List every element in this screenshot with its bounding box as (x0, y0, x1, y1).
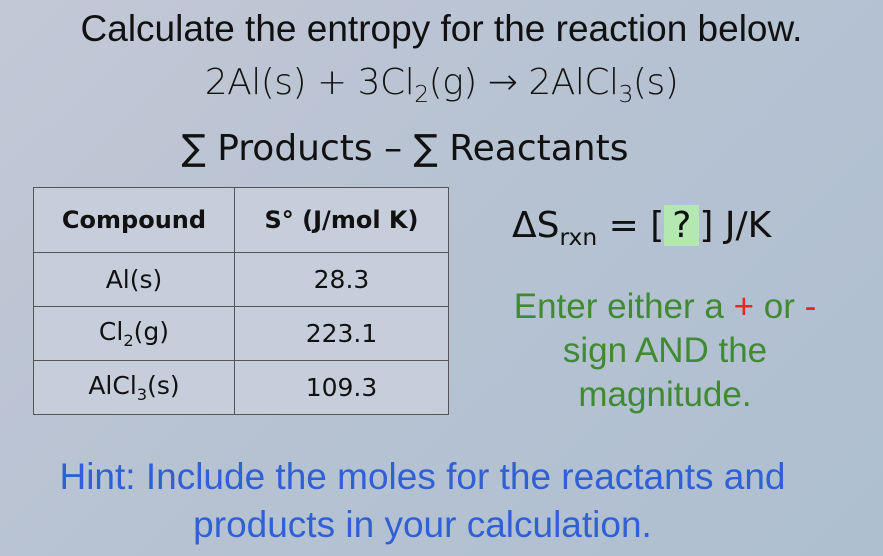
entropy-value: 223.1 (234, 306, 449, 361)
formula: ∑ Products – ∑ Reactants (181, 128, 629, 169)
minus-sign: - (804, 287, 817, 326)
question-title: Calculate the entropy for the reaction b… (80, 8, 803, 49)
arrow: → (476, 62, 529, 103)
state: (g) (428, 62, 478, 103)
reactant-cl2: 3Cl (357, 62, 415, 103)
answer-input[interactable]: ? (664, 205, 700, 246)
unit: J/K (713, 205, 772, 246)
plus-sign: + (733, 287, 755, 326)
header-entropy: S° (J/mol K) (234, 187, 449, 253)
bracket: [ (650, 205, 665, 246)
table-row: AlCl3(s) 109.3 (33, 360, 449, 415)
product-alcl3: 2AlCl (528, 62, 619, 103)
equals: = (597, 205, 651, 246)
delta-s: ΔS (512, 205, 560, 246)
bracket: ] (699, 205, 714, 246)
compound: Cl2(g) (33, 306, 235, 361)
instruction: Enter either a + or - sign AND the magni… (513, 287, 817, 414)
subscript: 3 (618, 80, 634, 109)
compound: AlCl3(s) (33, 360, 235, 415)
reactant-al: 2Al(s) (204, 62, 307, 103)
plus: + (306, 62, 358, 103)
subscript: 2 (414, 80, 429, 109)
entropy-table: Compound S° (J/mol K) Al(s) 28.3 Cl2(g) 223… (33, 187, 449, 415)
answer-line: ΔSrxn = [?] J/K (512, 205, 771, 251)
subscript: rxn (559, 223, 598, 252)
table-row: Cl2(g) 223.1 (33, 306, 449, 361)
hint: Hint: Include the moles for the reactant… (59, 456, 786, 545)
header-compound: Compound (33, 187, 235, 253)
compound: Al(s) (33, 252, 235, 307)
reaction-equation: 2Al(s) + 3Cl2(g) → 2AlCl3(s) (0, 62, 883, 108)
table-row: Al(s) 28.3 (33, 252, 449, 307)
entropy-value: 28.3 (234, 252, 449, 307)
entropy-value: 109.3 (234, 360, 449, 415)
state: (s) (632, 62, 679, 103)
